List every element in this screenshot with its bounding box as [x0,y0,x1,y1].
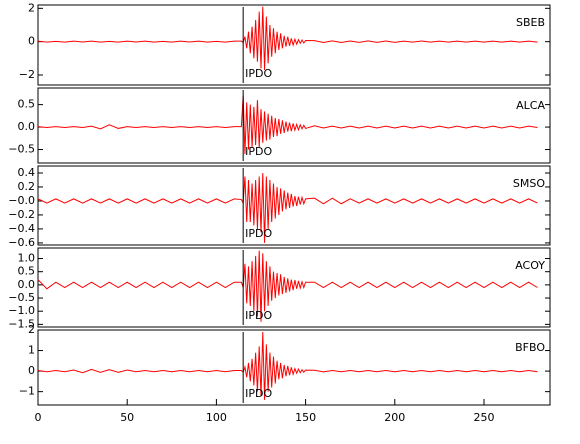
y-tick-label: −0.5 [8,143,35,156]
station-label: SMSO [513,177,545,190]
panel-frame [37,247,551,328]
x-tick-label: 0 [35,411,42,424]
waveform [37,172,538,243]
panel-frame [37,4,551,86]
x-tick-label: 200 [384,411,405,424]
y-tick-label: −0.6 [8,236,35,249]
waveform [37,250,538,322]
waveform [37,6,538,71]
y-tick-label: 0 [28,35,35,48]
y-tick-label: 0.0 [18,278,36,291]
y-tick-label: −0.2 [8,208,35,221]
x-tick-label: 250 [473,411,494,424]
x-tick-label: 150 [295,411,316,424]
y-tick-label: 0.4 [18,166,36,179]
station-label: ACOY [515,259,545,272]
pick-label: IPDO [245,309,272,322]
pick-label: IPDO [245,67,272,80]
y-tick-label: 1 [28,344,35,357]
panel-frame [37,329,551,406]
y-tick-label: −1 [19,385,35,398]
x-tick-label: 50 [120,411,134,424]
y-tick-label: −2 [19,68,35,81]
y-tick-label: 0.0 [18,120,36,133]
y-tick-label: 0 [28,364,35,377]
y-tick-label: −0.0 [8,194,35,207]
x-tick-label: 100 [206,411,227,424]
y-tick-label: 1.0 [18,252,36,265]
y-tick-label: −1.5 [8,317,35,330]
waveform [37,95,538,155]
station-label: BFBO [515,341,545,354]
y-tick-label: 2 [28,1,35,14]
station-label: SBEB [516,16,545,29]
pick-label: IPDO [245,227,272,240]
y-tick-label: −0.5 [8,291,35,304]
station-label: ALCA [516,99,545,112]
panel-frame [37,87,551,164]
y-tick-label: 2 [28,323,35,336]
y-tick-label: 0.5 [18,98,36,111]
pick-label: IPDO [245,145,272,158]
y-tick-label: 0.5 [18,265,36,278]
waveform [37,332,538,400]
y-tick-label: −0.4 [8,222,35,235]
y-tick-label: −1.0 [8,304,35,317]
panel-frame [37,165,551,246]
pick-label: IPDO [245,387,272,400]
y-tick-label: 0.2 [18,180,36,193]
